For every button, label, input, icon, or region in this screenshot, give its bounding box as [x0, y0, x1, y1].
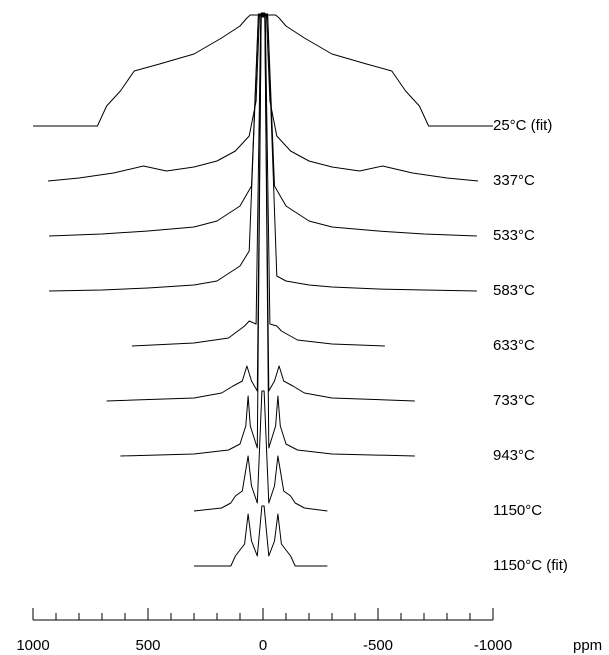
series-label: 733°C — [493, 392, 535, 409]
x-tick-label: 0 — [259, 637, 267, 654]
spectrum — [49, 15, 477, 292]
spectrum — [106, 14, 415, 402]
spectrum — [33, 14, 493, 127]
series-label: 583°C — [493, 282, 535, 299]
series-label: 25°C (fit) — [493, 117, 552, 134]
series-label: 1150°C — [493, 502, 542, 519]
series-label: 533°C — [493, 227, 535, 244]
spectrum — [49, 13, 477, 237]
spectrum — [47, 13, 479, 182]
spectrum — [194, 505, 328, 567]
spectrum — [131, 16, 385, 347]
spectrum — [120, 12, 415, 457]
x-axis-label: ppm — [573, 637, 602, 654]
series-label: 943°C — [493, 447, 535, 464]
series-label: 337°C — [493, 172, 535, 189]
x-tick-label: 1000 — [16, 637, 49, 654]
x-tick-label: 500 — [135, 637, 160, 654]
x-tick-label: -1000 — [474, 637, 512, 654]
spectrum — [193, 390, 328, 512]
series-label: 1150°C (fit) — [493, 557, 568, 574]
x-tick-label: -500 — [363, 637, 393, 654]
series-label: 633°C — [493, 337, 535, 354]
